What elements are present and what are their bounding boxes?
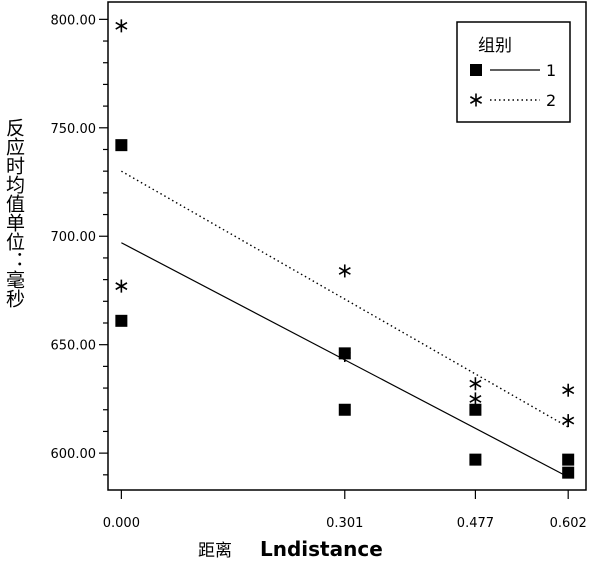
legend-label-series-2: 2 <box>546 91 556 110</box>
legend: 组别 1 2 <box>456 21 571 123</box>
y-axis: 600.00 650.00 700.00 750.00 800.00 <box>51 13 108 476</box>
x-axis-label: Lndistance <box>260 537 383 561</box>
y-axis-label: 反应时均值单位：毫秒 <box>3 118 25 308</box>
y-tick-label: 700.00 <box>51 230 97 245</box>
y-tick-label: 800.00 <box>51 13 97 28</box>
x-axis-label-cn: 距离 <box>198 541 232 561</box>
data-point-series-1 <box>338 403 351 416</box>
data-point-series-2 <box>469 377 482 391</box>
x-tick-label: 0.000 <box>103 516 140 531</box>
data-point-series-2 <box>115 279 128 293</box>
legend-marker-series-2 <box>469 93 483 107</box>
data-point-series-1 <box>115 314 128 327</box>
legend-label-series-1: 1 <box>546 61 556 80</box>
x-axis-label-group: 距离 Lndistance <box>198 536 383 566</box>
data-point-series-1 <box>562 466 575 479</box>
data-point-series-2 <box>562 383 575 397</box>
y-tick-label: 750.00 <box>51 122 97 137</box>
legend-title: 组别 <box>478 36 512 56</box>
data-point-series-2 <box>469 392 482 406</box>
x-tick-label: 0.477 <box>457 516 494 531</box>
x-tick-label: 0.602 <box>550 516 587 531</box>
legend-marker-series-1 <box>470 64 482 76</box>
data-point-series-2 <box>562 414 575 428</box>
y-tick-label: 600.00 <box>51 447 97 462</box>
data-point-series-1 <box>469 403 482 416</box>
data-points <box>115 19 575 479</box>
x-tick-label: 0.301 <box>326 516 363 531</box>
fit-line-series-2 <box>121 170 569 428</box>
data-point-series-1 <box>115 139 128 152</box>
data-point-series-2 <box>338 349 351 363</box>
data-point-series-1 <box>469 453 482 466</box>
y-tick-label: 650.00 <box>51 339 97 354</box>
x-axis: 0.000 0.301 0.477 0.602 <box>103 490 587 531</box>
data-point-series-2 <box>115 19 128 33</box>
data-point-series-2 <box>338 264 351 278</box>
data-point-series-1 <box>562 453 575 466</box>
